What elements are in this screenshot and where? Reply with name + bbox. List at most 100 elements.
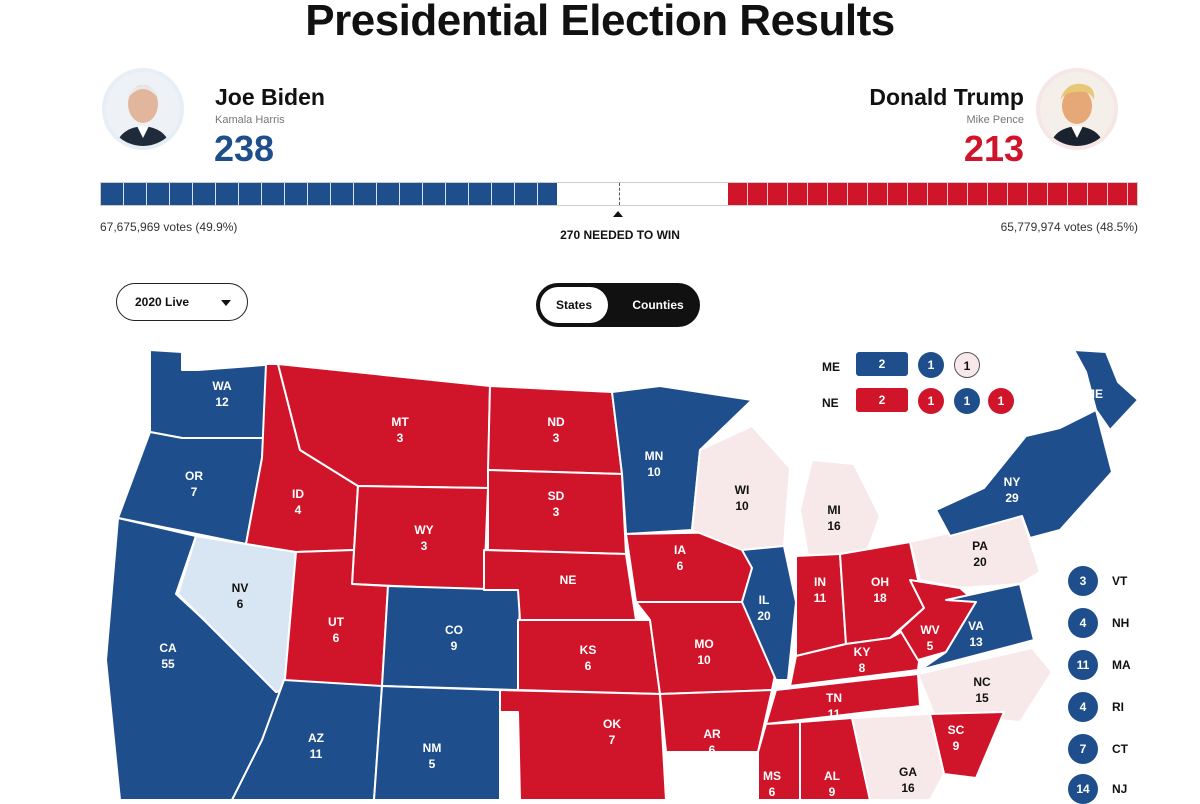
- state-il[interactable]: [741, 545, 797, 681]
- state-label-ar: AR: [703, 727, 721, 741]
- split-label-me: ME: [822, 360, 840, 374]
- state-ev-tn: 11: [828, 707, 841, 721]
- dem-bar-fill: [101, 183, 557, 205]
- state-ks[interactable]: [517, 619, 661, 695]
- state-label-pa: PA: [972, 539, 988, 553]
- ne-district-2[interactable]: 1: [954, 388, 980, 414]
- ne-district-3[interactable]: 1: [988, 388, 1014, 414]
- state-az[interactable]: [231, 679, 383, 800]
- callout-ev: 14: [1068, 774, 1098, 804]
- state-label-mo: MO: [694, 637, 713, 651]
- state-label-nd: ND: [547, 415, 565, 429]
- me-district-1[interactable]: 1: [918, 352, 944, 378]
- state-ev-ny: 29: [1005, 491, 1019, 505]
- state-ev-sc: 9: [953, 739, 960, 753]
- state-label-wy: WY: [414, 523, 433, 537]
- state-ev-mn: 10: [647, 465, 661, 479]
- view-toggle[interactable]: States Counties: [536, 283, 700, 327]
- state-label-ny: NY: [1004, 475, 1021, 489]
- state-in[interactable]: [795, 553, 847, 657]
- state-ev-ia: 6: [677, 559, 684, 573]
- callout-abbr: VT: [1112, 574, 1128, 588]
- state-label-ca: CA: [159, 641, 177, 655]
- state-ev-ok: 7: [609, 733, 616, 747]
- state-ev-wi: 10: [735, 499, 749, 513]
- state-nm[interactable]: [373, 685, 501, 800]
- chevron-down-icon: [221, 300, 231, 306]
- state-nc[interactable]: [917, 647, 1053, 723]
- state-label-id: ID: [292, 487, 304, 501]
- state-label-al: AL: [824, 769, 840, 783]
- state-ga[interactable]: [851, 713, 945, 800]
- biden-name: Joe Biden: [215, 84, 325, 110]
- state-ev-nv: 6: [237, 597, 244, 611]
- state-ar[interactable]: [659, 689, 773, 753]
- state-ev-al: 9: [829, 785, 836, 799]
- me-district-2[interactable]: 1: [954, 352, 980, 378]
- state-tn[interactable]: [765, 673, 921, 725]
- state-wa[interactable]: [149, 349, 279, 439]
- election-select[interactable]: 2020 Live: [116, 283, 248, 321]
- state-wy[interactable]: [351, 485, 489, 591]
- callout-ev: 7: [1068, 734, 1098, 764]
- callout-abbr: CT: [1112, 742, 1128, 756]
- state-ny[interactable]: [935, 409, 1113, 539]
- callout-abbr: NJ: [1112, 782, 1128, 796]
- election-select-value: 2020 Live: [135, 295, 190, 309]
- person-portrait-icon: [106, 72, 180, 146]
- state-ev-id: 4: [295, 503, 302, 517]
- state-ms[interactable]: [757, 721, 801, 800]
- win-threshold-marker-icon: [613, 211, 623, 217]
- state-label-il: IL: [759, 593, 770, 607]
- state-co[interactable]: [381, 585, 521, 691]
- state-label-tn: TN: [826, 691, 842, 705]
- state-label-ky: KY: [854, 645, 871, 659]
- state-label-az: AZ: [308, 731, 324, 745]
- state-ev-nc: 15: [975, 691, 989, 705]
- split-label-ne: NE: [822, 396, 839, 410]
- state-label-co: CO: [445, 623, 463, 637]
- state-label-ga: GA: [899, 765, 917, 779]
- state-label-sd: SD: [548, 489, 565, 503]
- state-ev-ms: 6: [769, 785, 776, 799]
- state-ev-nd: 3: [553, 431, 560, 445]
- state-ev-mo: 10: [697, 653, 711, 667]
- trump-electoral-votes: 213: [963, 128, 1024, 169]
- state-nd[interactable]: [487, 385, 623, 475]
- biden-avatar: [102, 68, 184, 150]
- state-ev-ky: 8: [859, 661, 866, 675]
- ne-district-1[interactable]: 1: [918, 388, 944, 414]
- callout-ev: 4: [1068, 608, 1098, 638]
- state-ev-wv: 5: [927, 639, 934, 653]
- electoral-vote-bar: [100, 182, 1138, 206]
- state-ev-wa: 12: [215, 395, 229, 409]
- state-ev-va: 13: [969, 635, 983, 649]
- state-label-ks: KS: [580, 643, 597, 657]
- state-ok[interactable]: [499, 689, 667, 800]
- state-label-ms: MS: [763, 769, 781, 783]
- state-label-oh: OH: [871, 575, 889, 589]
- state-ev-nm: 5: [429, 757, 436, 771]
- trump-name: Donald Trump: [869, 84, 1024, 110]
- needed-to-win-label: 270 NEEDED TO WIN: [560, 228, 680, 242]
- trump-avatar: [1036, 68, 1118, 150]
- state-ev-il: 20: [757, 609, 771, 623]
- state-label-ne: NE: [560, 573, 577, 587]
- state-label-nc: NC: [973, 675, 991, 689]
- callout-ev: 4: [1068, 692, 1098, 722]
- ne-statewide-box[interactable]: 2: [856, 388, 908, 412]
- state-al[interactable]: [799, 717, 871, 800]
- state-ev-ar: 6: [709, 743, 716, 757]
- state-label-in: IN: [814, 575, 826, 589]
- toggle-states[interactable]: States: [540, 287, 608, 323]
- us-map: WA 12 OR 7 CA 55 NV 6 ID 4 MT 3 WY 3 UT 6 CO 9 AZ 11 NM 5 ND 3 S…: [0, 340, 1200, 804]
- state-me[interactable]: [1073, 349, 1139, 431]
- state-ev-ca: 55: [161, 657, 175, 671]
- state-ev-ks: 6: [585, 659, 592, 673]
- state-ev-oh: 18: [873, 591, 887, 605]
- rep-bar-fill: [727, 183, 1137, 205]
- state-label-ok: OK: [603, 717, 621, 731]
- toggle-counties[interactable]: Counties: [632, 298, 684, 312]
- me-statewide-box[interactable]: 2: [856, 352, 908, 376]
